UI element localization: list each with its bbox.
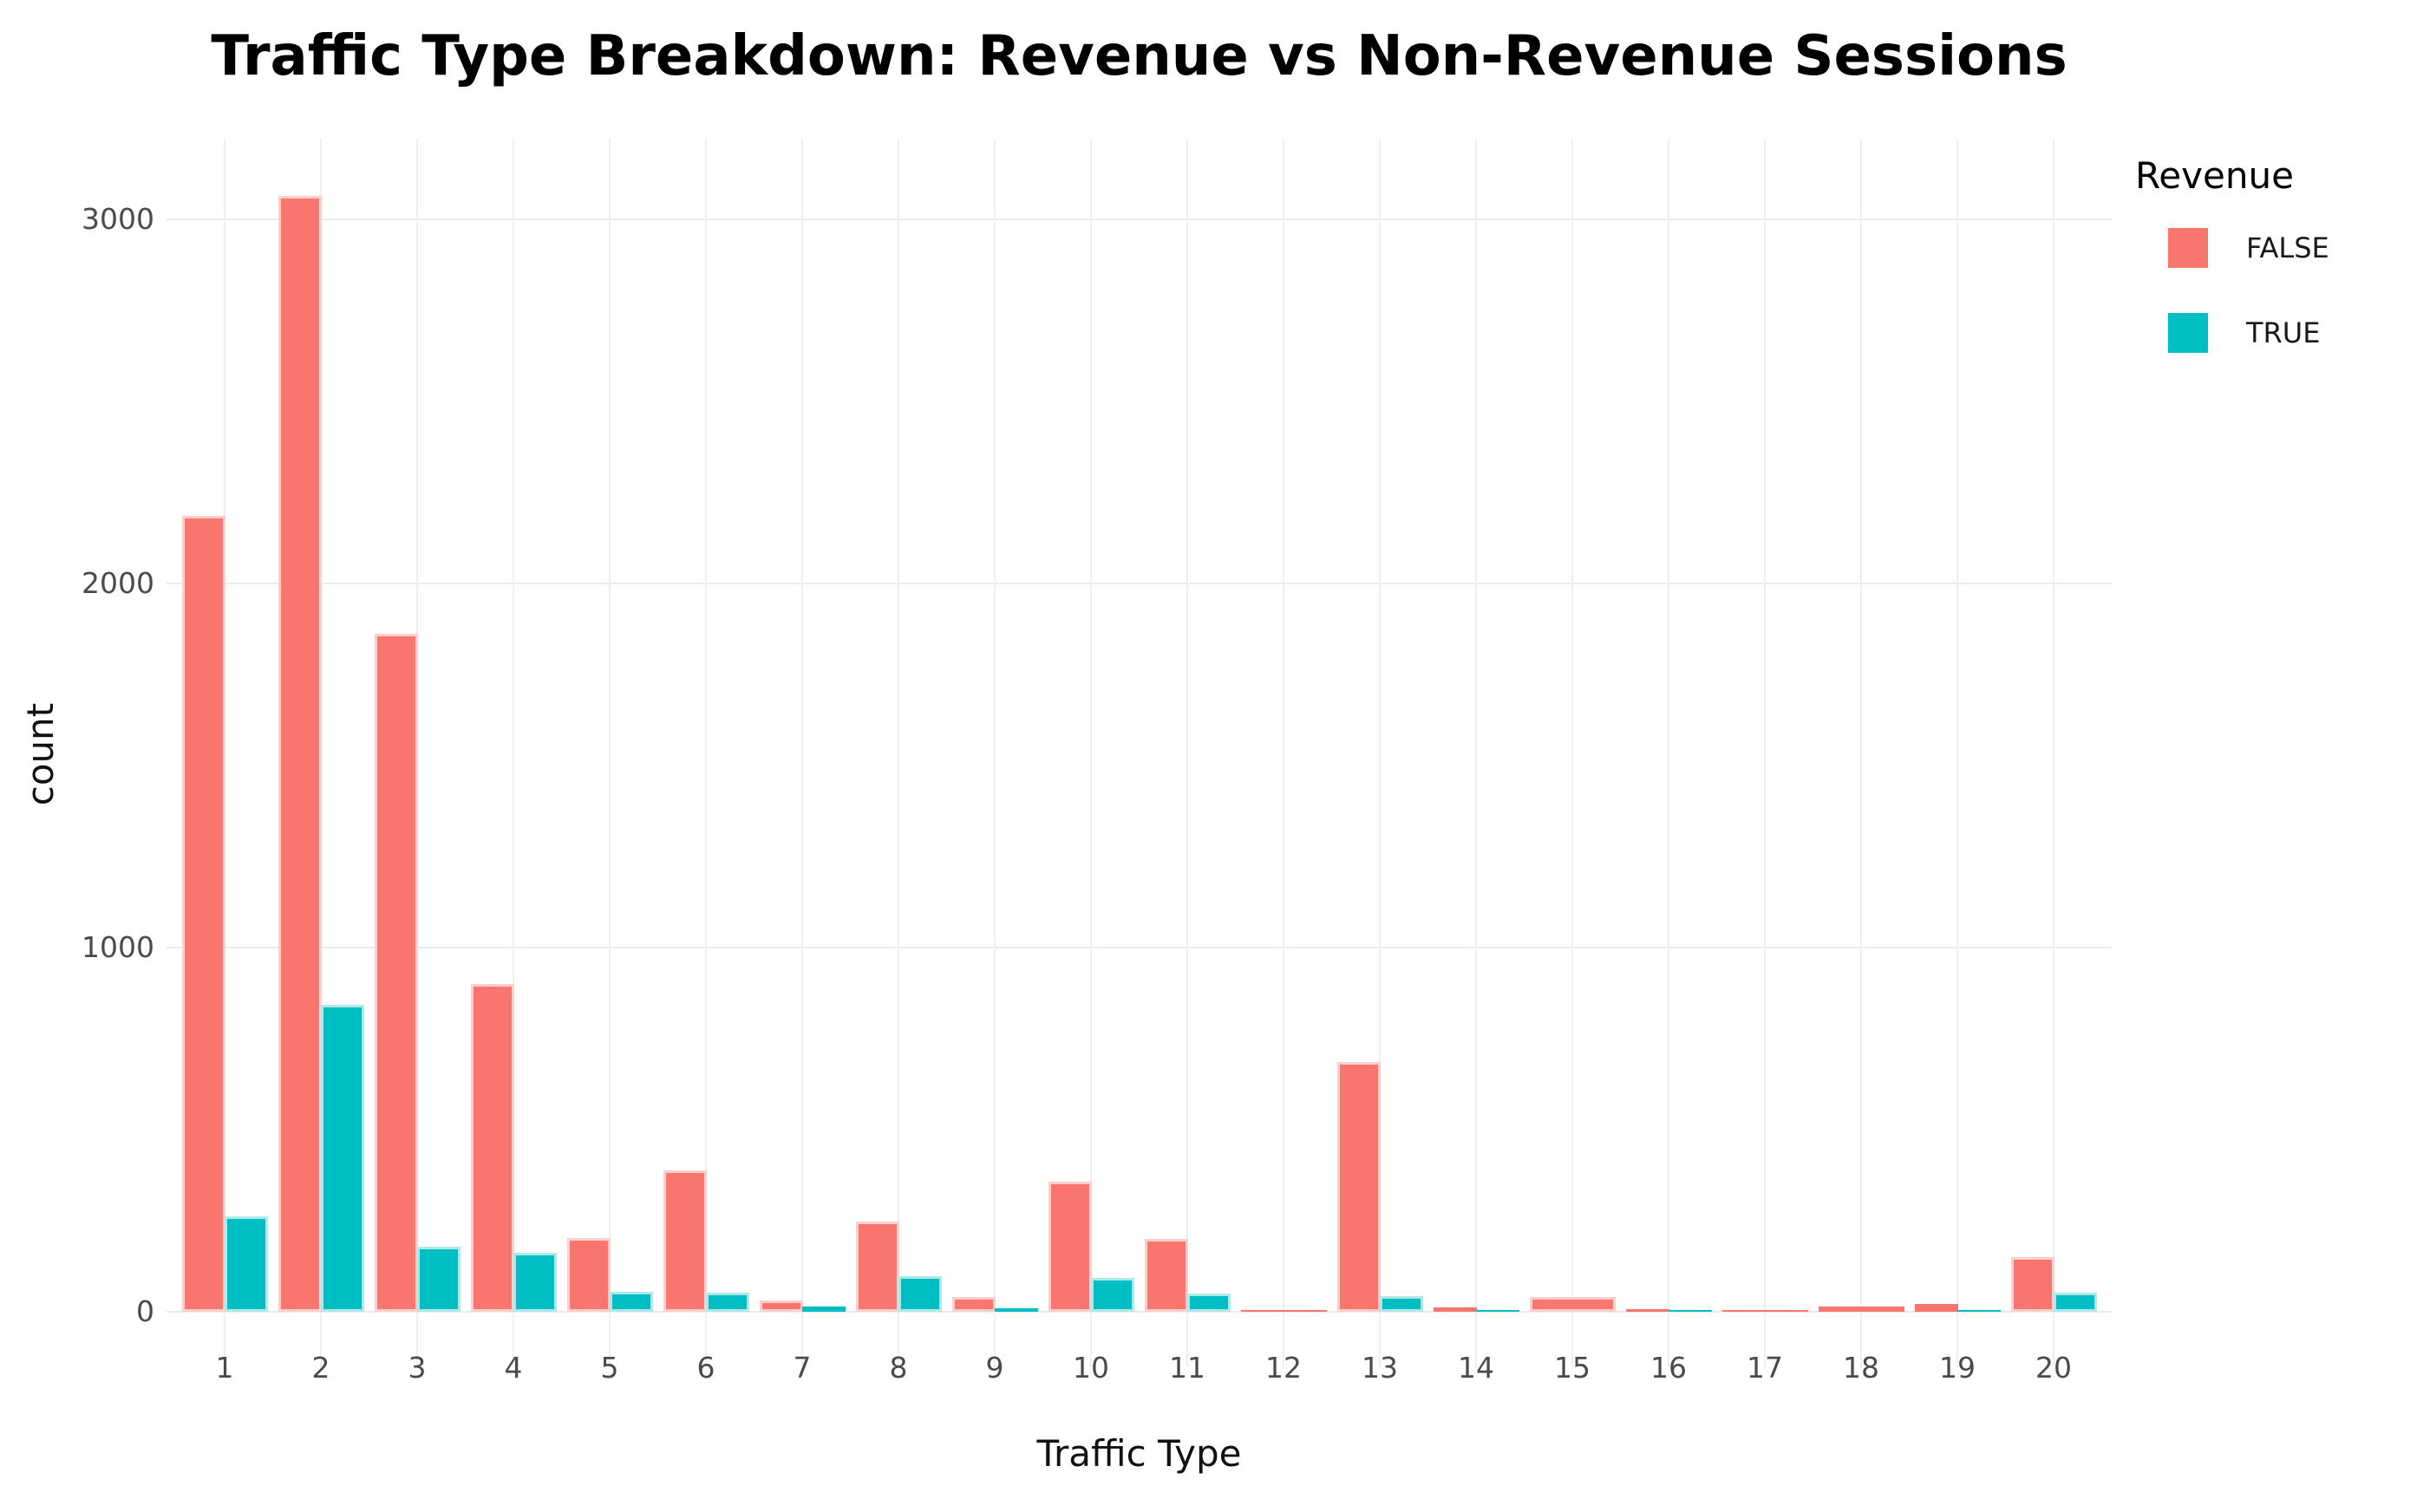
bar-false (1915, 1304, 1958, 1312)
bar-false (760, 1300, 803, 1312)
x-tick-label: 16 (1650, 1351, 1687, 1385)
x-tick-label: 8 (889, 1351, 908, 1385)
bar-true (321, 1005, 364, 1312)
bar-true (706, 1293, 749, 1312)
bar-true (1476, 1310, 1519, 1312)
bar-true (1957, 1310, 2001, 1312)
bar-false (2011, 1257, 2054, 1312)
legend-label-true: TRUE (2246, 316, 2321, 349)
legend-item-false: FALSE (2168, 228, 2413, 268)
x-gridline (609, 139, 611, 1367)
bar-false (1819, 1307, 1904, 1312)
x-tick-label: 1 (215, 1351, 234, 1385)
x-tick-label: 10 (1073, 1351, 1109, 1385)
bar-true (225, 1216, 268, 1312)
bar-false (1530, 1297, 1616, 1312)
bar-false (952, 1297, 996, 1312)
bar-false (567, 1238, 611, 1312)
x-gridline (1668, 139, 1669, 1367)
x-tick-label: 11 (1169, 1351, 1205, 1385)
x-tick-label: 17 (1747, 1351, 1783, 1385)
bar-false (1048, 1182, 1092, 1312)
bar-true (802, 1307, 846, 1312)
legend-item-true: TRUE (2168, 313, 2413, 353)
y-tick-label: 2000 (82, 566, 154, 600)
x-tick-label: 12 (1265, 1351, 1302, 1385)
y-tick-label: 3000 (82, 202, 154, 236)
bar-false (663, 1170, 707, 1312)
x-tick-label: 4 (504, 1351, 523, 1385)
x-tick-label: 3 (408, 1351, 427, 1385)
x-tick-label: 14 (1458, 1351, 1494, 1385)
bar-true (1187, 1294, 1231, 1312)
x-gridline (2053, 139, 2054, 1367)
bar-true (995, 1308, 1038, 1312)
x-tick-label: 5 (600, 1351, 619, 1385)
x-gridline (1956, 139, 1958, 1367)
x-tick-label: 6 (696, 1351, 715, 1385)
y-tick-label: 0 (136, 1294, 154, 1328)
bar-false (1241, 1310, 1327, 1312)
y-tick-label: 1000 (82, 930, 154, 964)
x-tick-label: 2 (311, 1351, 330, 1385)
bar-true (1091, 1278, 1134, 1312)
x-gridline (1379, 139, 1381, 1367)
x-tick-label: 15 (1554, 1351, 1591, 1385)
legend-title: Revenue (2135, 154, 2294, 197)
legend-label-false: FALSE (2246, 231, 2329, 264)
x-tick-label: 7 (793, 1351, 812, 1385)
x-axis-title: Traffic Type (1036, 1432, 1242, 1475)
legend: Revenue FALSE TRUE (2135, 154, 2413, 398)
x-gridline (1090, 139, 1092, 1367)
x-gridline (1283, 139, 1284, 1367)
x-tick-label: 19 (1939, 1351, 1976, 1385)
y-gridline (167, 1311, 2112, 1313)
bar-true (898, 1276, 942, 1312)
x-gridline (1571, 139, 1573, 1367)
y-gridline (167, 947, 2112, 948)
bar-true (417, 1247, 461, 1312)
bar-true (610, 1292, 653, 1312)
y-axis-title: count (19, 702, 62, 806)
bar-false (182, 516, 225, 1312)
x-gridline (898, 139, 899, 1367)
x-tick-label: 13 (1362, 1351, 1398, 1385)
x-gridline (1860, 139, 1862, 1367)
x-tick-label: 9 (985, 1351, 1004, 1385)
x-gridline (801, 139, 803, 1367)
x-tick-label: 18 (1843, 1351, 1879, 1385)
bar-false (1145, 1239, 1188, 1312)
bar-false (1434, 1307, 1477, 1312)
bar-false (278, 196, 322, 1312)
x-gridline (1186, 139, 1188, 1367)
bar-false (1722, 1310, 1808, 1312)
bar-true (1380, 1296, 1423, 1312)
y-gridline (167, 218, 2112, 220)
bar-false (375, 634, 418, 1312)
x-gridline (994, 139, 996, 1367)
x-gridline (1764, 139, 1766, 1367)
x-gridline (705, 139, 707, 1367)
bar-true (513, 1253, 557, 1312)
legend-swatch-true (2168, 313, 2208, 353)
bar-false (1337, 1062, 1381, 1312)
x-gridline (513, 139, 514, 1367)
x-gridline (1475, 139, 1477, 1367)
bar-true (1669, 1310, 1712, 1312)
legend-swatch-false (2168, 228, 2208, 268)
bar-true (2054, 1293, 2097, 1312)
bar-false (471, 984, 514, 1312)
y-gridline (167, 583, 2112, 584)
chart-title: Traffic Type Breakdown: Revenue vs Non-R… (211, 24, 2068, 88)
x-tick-label: 20 (2035, 1351, 2072, 1385)
bar-false (856, 1222, 899, 1312)
bar-false (1626, 1309, 1669, 1312)
